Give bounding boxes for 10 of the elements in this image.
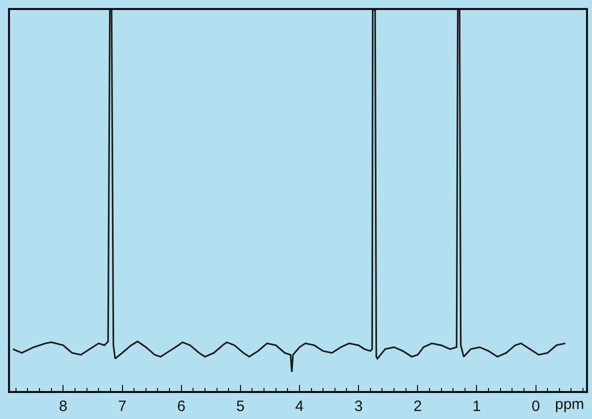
x-tick-label: 6 (177, 398, 186, 415)
x-tick-label: 1 (472, 398, 481, 415)
x-tick-label: 2 (413, 398, 422, 415)
x-tick-label: 0 (532, 398, 540, 415)
x-axis-title: ppm (555, 396, 584, 413)
x-tick-label: 4 (295, 398, 304, 415)
x-tick-label: 3 (354, 398, 363, 415)
x-tick-label: 7 (118, 398, 126, 415)
x-tick-label: 5 (236, 398, 245, 415)
x-tick-label: 8 (59, 398, 68, 415)
